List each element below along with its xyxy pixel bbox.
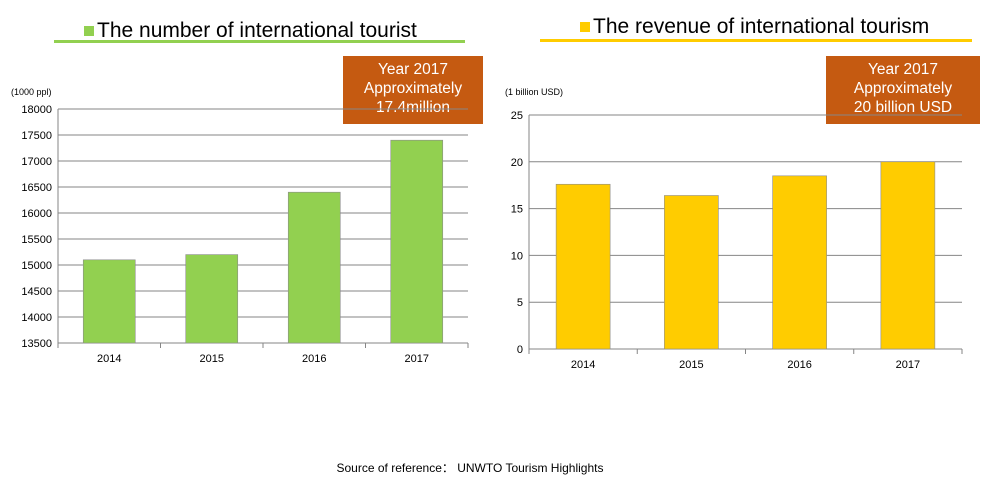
bar-2014 — [555, 183, 611, 350]
chart-title-revenue: The revenue of international tourism — [580, 15, 929, 39]
y-tick-label: 15000 — [21, 260, 52, 272]
y-tick-label: 20 — [511, 157, 523, 169]
x-category-label: 2016 — [787, 359, 811, 371]
x-category-label: 2017 — [405, 353, 429, 365]
y-tick-label: 14500 — [21, 286, 52, 298]
bar-2016 — [287, 191, 341, 344]
x-category-label: 2017 — [896, 359, 920, 371]
x-category-label: 2014 — [571, 359, 595, 371]
y-tick-label: 14000 — [21, 312, 52, 324]
x-category-label: 2016 — [302, 353, 326, 365]
y-tick-label: 13500 — [21, 338, 52, 350]
legend-square-yellow — [580, 22, 590, 32]
bar-2017 — [390, 139, 444, 344]
annotation-line-3: 17.4million — [375, 99, 451, 116]
bar-2015 — [664, 195, 719, 350]
y-tick-label: 0 — [517, 344, 523, 356]
bar-2016 — [772, 175, 827, 350]
y-tick-label: 15500 — [21, 234, 52, 246]
annotation-box-revenue: Year 2017 Approximately 20 billion USD — [826, 56, 980, 124]
y-tick-label: 5 — [517, 297, 523, 309]
annotation-line-3: 20 billion USD — [853, 99, 953, 116]
chart-title-tourists: The number of international tourist — [84, 19, 417, 43]
y-tick-label: 17500 — [21, 130, 52, 142]
title-underline-yellow — [540, 39, 972, 42]
x-category-label: 2014 — [97, 353, 121, 365]
x-category-label: 2015 — [679, 359, 703, 371]
annotation-box-tourists: Year 2017 Approximately 17.4million — [343, 56, 483, 124]
annotation-line-1: Year 2017 — [377, 61, 449, 78]
y-tick-label: 16000 — [21, 208, 52, 220]
y-tick-label: 10 — [511, 250, 523, 262]
legend-square-green — [84, 26, 94, 36]
y-tick-label: 18000 — [21, 104, 52, 116]
bar-2017 — [880, 161, 936, 350]
annotation-line-1: Year 2017 — [867, 61, 939, 78]
chart-title-text: The number of international tourist — [97, 19, 417, 42]
y-unit-label-revenue: (1 billion USD) — [505, 87, 564, 97]
source-reference: Source of reference： UNWTO Tourism Highl… — [336, 461, 604, 475]
chart-title-text: The revenue of international tourism — [593, 15, 930, 38]
x-category-label: 2015 — [200, 353, 224, 365]
title-underline-green — [54, 40, 465, 43]
annotation-line-2: Approximately — [853, 80, 953, 97]
y-unit-label-tourists: (1000 ppl) — [11, 87, 52, 97]
annotation-line-2: Approximately — [363, 80, 463, 97]
y-tick-label: 25 — [511, 110, 523, 122]
y-tick-label: 17000 — [21, 156, 52, 168]
bar-2015 — [185, 254, 239, 344]
y-tick-label: 16500 — [21, 182, 52, 194]
y-tick-label: 15 — [511, 204, 523, 216]
bar-2014 — [82, 259, 136, 344]
